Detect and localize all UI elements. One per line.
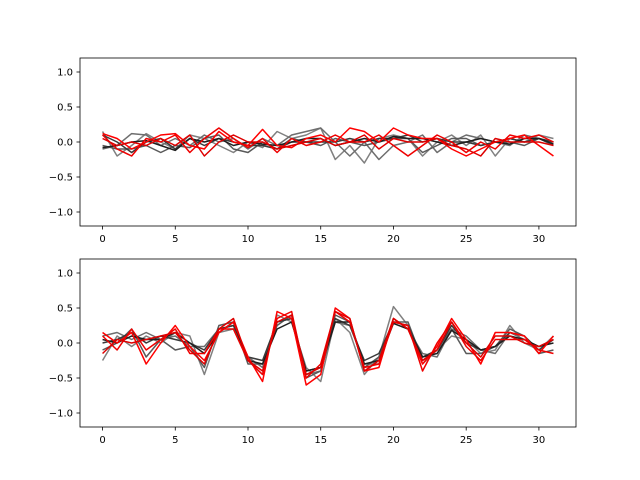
x-tick-label: 0 bbox=[99, 435, 105, 446]
y-tick-label: −1.0 bbox=[49, 409, 73, 420]
y-tick-label: 0.0 bbox=[57, 138, 73, 149]
y-tick-label: −0.5 bbox=[49, 173, 73, 184]
subplot-1: 0 5 10 15 20 25 30 −1.0 −0.5 0.0 0.5 1.0 bbox=[49, 57, 577, 245]
x-tick-label: 30 bbox=[533, 234, 546, 245]
series-line-8 bbox=[102, 310, 554, 376]
x-tick-label: 20 bbox=[387, 435, 400, 446]
y-tick-label: −0.5 bbox=[49, 374, 73, 385]
y-tick-label: −1.0 bbox=[49, 208, 73, 219]
x-tick-label: 5 bbox=[172, 234, 178, 245]
x-tick-label: 10 bbox=[242, 234, 255, 245]
series-line-2 bbox=[102, 127, 554, 161]
y-tick-label: 0.5 bbox=[57, 103, 73, 114]
y-tick-label: 0.0 bbox=[57, 339, 73, 350]
x-tick-label: 20 bbox=[387, 234, 400, 245]
subplot-2: 0 5 10 15 20 25 30 −1.0 −0.5 0.0 0.5 1.0 bbox=[49, 258, 577, 446]
x-tick-label: 5 bbox=[172, 435, 178, 446]
x-tick-label: 10 bbox=[242, 435, 255, 446]
x-tick-label: 30 bbox=[533, 435, 546, 446]
x-tick-label: 15 bbox=[314, 435, 327, 446]
y-tick-label: 1.0 bbox=[57, 269, 73, 280]
x-tick-label: 0 bbox=[99, 234, 105, 245]
x-tick-label: 25 bbox=[460, 234, 473, 245]
y-tick-label: 1.0 bbox=[57, 68, 73, 79]
series-line-8 bbox=[102, 134, 554, 157]
x-tick-label: 15 bbox=[314, 234, 327, 245]
x-tick-label: 25 bbox=[460, 435, 473, 446]
series-line-7 bbox=[102, 127, 554, 157]
y-tick-label: 0.5 bbox=[57, 304, 73, 315]
